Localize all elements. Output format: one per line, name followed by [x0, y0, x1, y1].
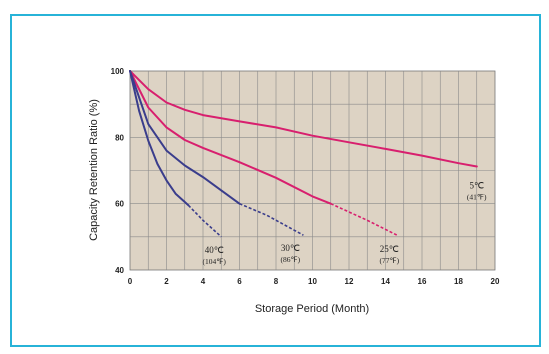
series-sublabel: (104℉) — [203, 257, 227, 266]
x-tick-label: 10 — [308, 277, 317, 286]
x-tick-label: 4 — [201, 277, 206, 286]
x-tick-label: 8 — [274, 277, 279, 286]
series-line-dashed — [187, 204, 222, 238]
y-tick-label: 40 — [115, 266, 124, 275]
x-tick-label: 14 — [381, 277, 390, 286]
series-label: 25℃ — [380, 244, 399, 254]
y-tick-label: 100 — [111, 67, 125, 76]
series-label: 40℃ — [205, 245, 224, 255]
x-axis-ticks: 0 2 4 6 8 10 12 14 16 18 20 — [128, 277, 500, 286]
y-tick-label: 60 — [115, 200, 124, 209]
series-line — [129, 70, 478, 168]
y-axis-title: Capacity Retention Ratio (%) — [88, 99, 100, 241]
grid-lines — [130, 71, 495, 270]
series-label: 5℃ — [469, 181, 484, 191]
series-sublabel: (77℉) — [379, 256, 399, 265]
y-axis-ticks: 40 60 80 100 — [111, 67, 125, 275]
x-axis-title: Storage Period (Month) — [255, 303, 369, 315]
x-tick-label: 6 — [237, 277, 242, 286]
series-line-dashed — [330, 202, 399, 237]
series-lines — [129, 70, 478, 238]
series-labels: 5℃ (41℉) 25℃ (77℉) 30℃ (86℉) 40℃ (104℉) — [203, 181, 488, 266]
series-line — [129, 70, 332, 205]
series-line-dashed — [239, 202, 304, 236]
series-sublabel: (86℉) — [281, 255, 301, 264]
x-tick-label: 2 — [164, 277, 169, 286]
series-label: 30℃ — [281, 243, 300, 253]
x-tick-label: 20 — [491, 277, 500, 286]
x-tick-label: 12 — [345, 277, 354, 286]
x-tick-label: 18 — [454, 277, 463, 286]
series-sublabel: (41℉) — [467, 193, 487, 202]
series-line — [129, 70, 190, 207]
series-line — [129, 70, 241, 205]
y-tick-label: 80 — [115, 133, 124, 142]
x-tick-label: 16 — [418, 277, 427, 286]
x-tick-label: 0 — [128, 277, 133, 286]
